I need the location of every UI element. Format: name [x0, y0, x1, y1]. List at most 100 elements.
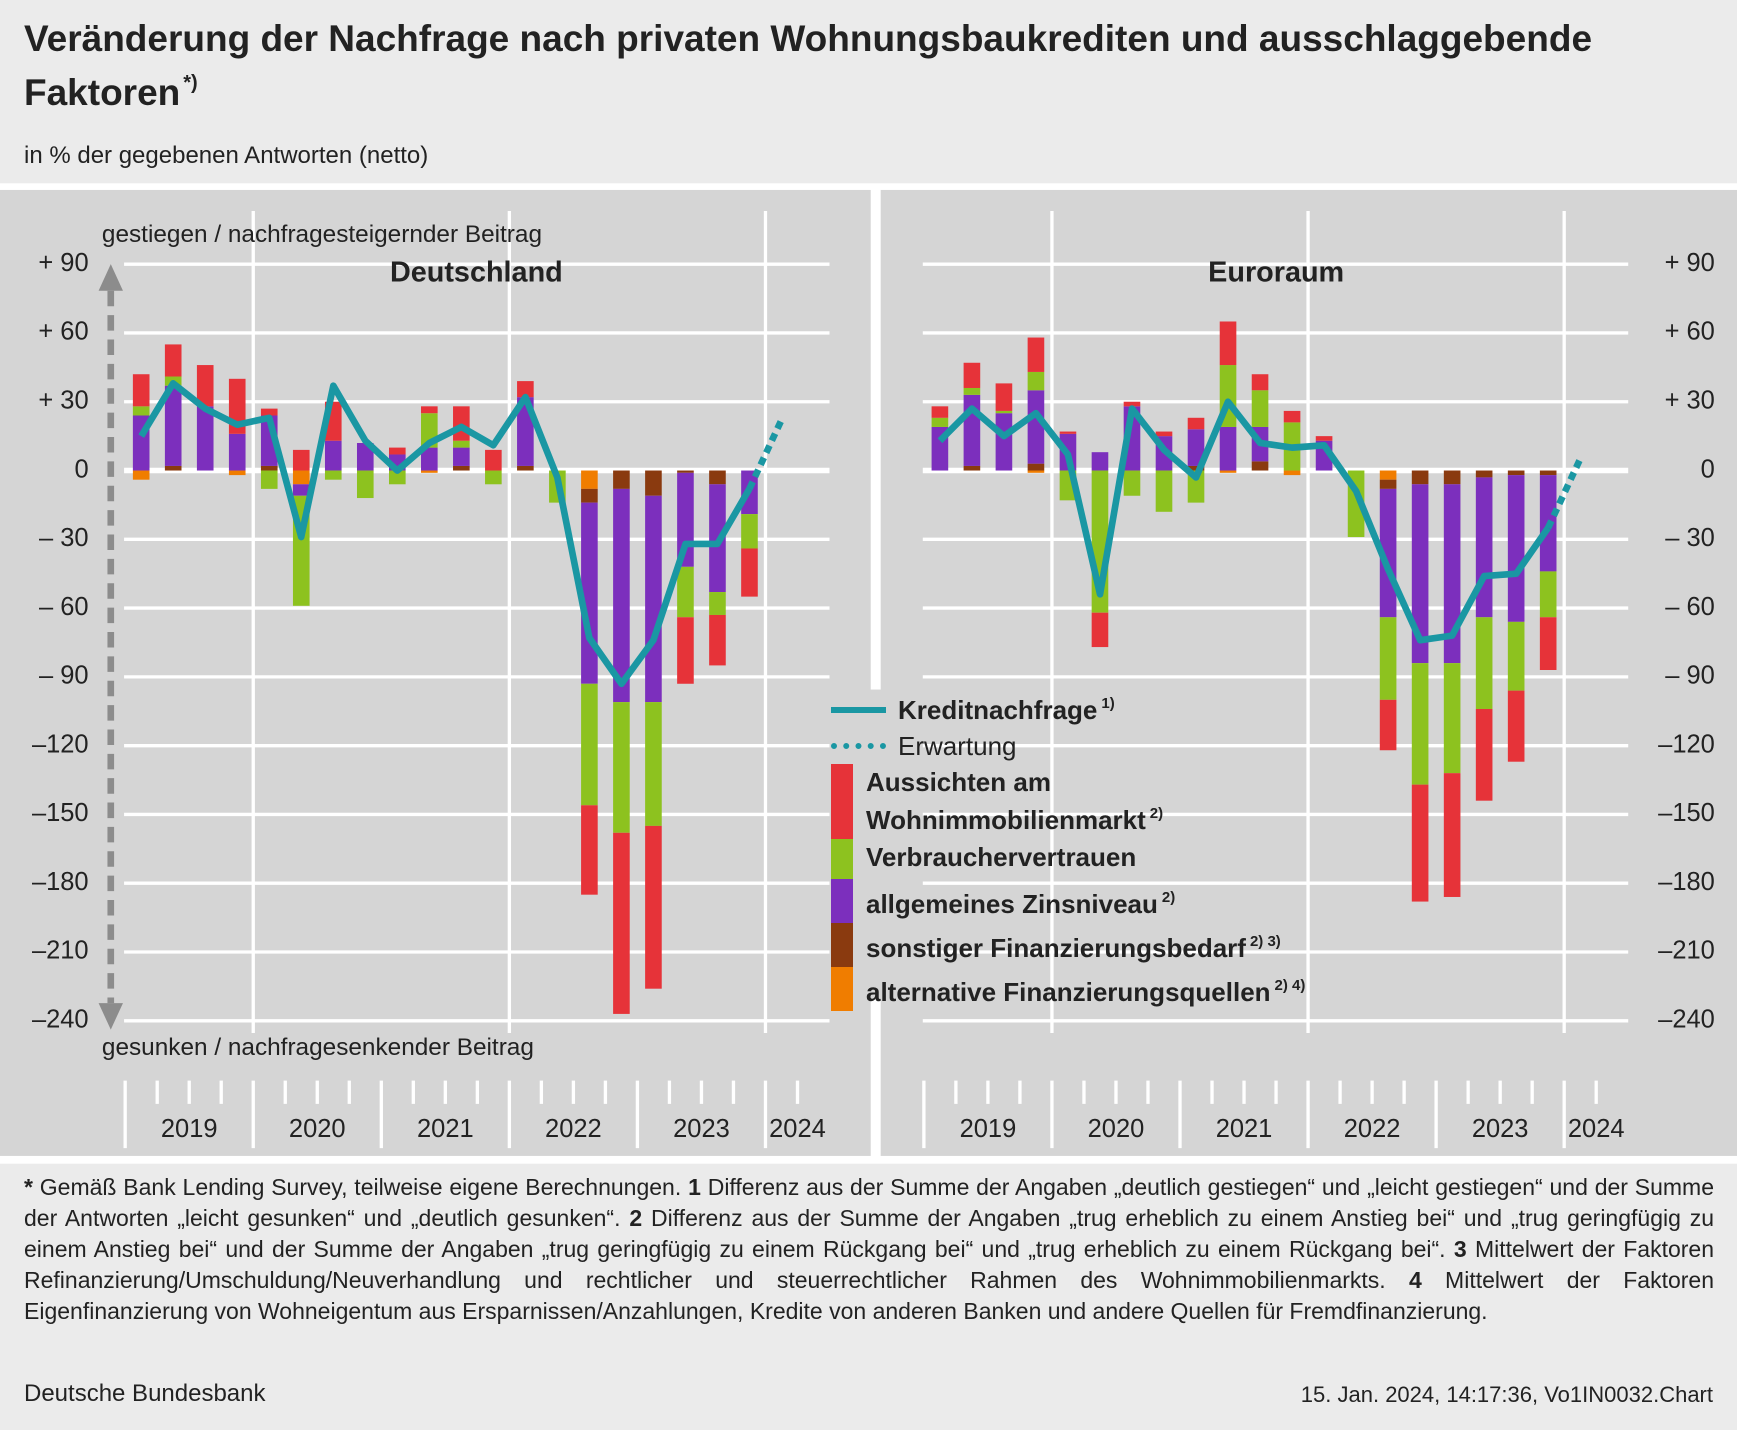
legend-text: alternative Finanzierungsquellen	[866, 977, 1271, 1007]
legend-note: 2) 4)	[1274, 977, 1306, 994]
y-tick-label: 0	[74, 455, 88, 483]
bar-segment	[1411, 663, 1429, 785]
x-tick-label: 2024	[1568, 1115, 1625, 1143]
bar-segment	[677, 566, 694, 618]
legend-item: Aussichten am Wohnimmobilienmarkt 2)	[831, 764, 1305, 839]
y-tick-label: –180	[32, 868, 89, 896]
legend-swatch	[831, 839, 853, 879]
bar-segment	[1443, 663, 1461, 774]
bar-segment	[995, 410, 1013, 414]
x-tick-label: 2022	[545, 1115, 602, 1143]
y-tick-label: –120	[1658, 730, 1715, 758]
bar-segment	[1443, 773, 1461, 897]
y-tick-label: –120	[32, 730, 89, 758]
bar-segment	[356, 470, 374, 499]
bar-segment	[1187, 470, 1205, 503]
arrow-head	[98, 264, 123, 291]
axis-label: gesunken / nachfragesenkender Beitrag	[102, 1034, 534, 1061]
bar-segment	[645, 470, 662, 496]
bar-segment	[709, 470, 726, 485]
bar-segment	[1187, 429, 1205, 466]
bar-segment	[1411, 784, 1429, 902]
bar-segment	[228, 433, 246, 471]
bar-segment	[1379, 470, 1397, 480]
y-tick-label: + 60	[1665, 318, 1715, 346]
bar-segment	[931, 417, 949, 427]
bar-segment	[1027, 390, 1045, 464]
legend-label: sonstiger Finanzierungsbedarf 2) 3)	[866, 923, 1281, 967]
bar-segment	[963, 465, 981, 471]
bar-segment	[1539, 571, 1557, 618]
footnote-text: Mittelwert der Faktoren Eigenfinanzierun…	[24, 1267, 1714, 1324]
bar-segment	[1251, 461, 1269, 471]
title-note: *)	[183, 72, 198, 94]
bar-segment	[645, 495, 662, 703]
bar-segment	[388, 447, 406, 455]
legend-item: sonstiger Finanzierungsbedarf 2) 3)	[831, 923, 1305, 967]
footnote-text: Mittelwert der Faktoren Refinanzierung/U…	[24, 1236, 1715, 1293]
bar-segment	[164, 344, 182, 377]
title: Veränderung der Nachfrage nach privaten …	[24, 16, 1694, 115]
legend-note: 1)	[1101, 694, 1115, 712]
legend-swatch	[831, 764, 853, 839]
footnote-text: Gemäß Bank Lending Survey, teilweise eig…	[39, 1174, 682, 1200]
footnote: 2 Differenz aus der Summe der Angaben „t…	[24, 1205, 1714, 1262]
bar-segment	[292, 484, 310, 496]
bar-segment	[485, 449, 502, 471]
y-tick-label: – 30	[1665, 524, 1715, 552]
bar-segment	[1187, 465, 1205, 471]
y-tick-label: –240	[32, 1006, 89, 1034]
bar-segment	[1027, 463, 1045, 471]
legend-swatch	[831, 707, 886, 713]
y-tick-label: –210	[32, 937, 89, 965]
x-tick-label: 2019	[161, 1115, 218, 1143]
bar-segment	[1507, 621, 1525, 691]
bar-segment	[1379, 617, 1397, 700]
legend-text: allgemeines Zinsniveau	[866, 889, 1158, 919]
footnote: * Gemäß Bank Lending Survey, teilweise e…	[24, 1174, 681, 1200]
bar-segment	[1059, 431, 1077, 434]
bar-segment	[1219, 426, 1237, 471]
x-tick-label: 2022	[1344, 1115, 1401, 1143]
footnote-marker: 2	[629, 1205, 643, 1231]
bar-segment	[1219, 321, 1237, 366]
bar-segment	[1251, 390, 1269, 427]
bar-segment	[1155, 470, 1173, 512]
legend-swatch	[831, 879, 853, 923]
demand-line	[937, 398, 1551, 644]
bar-segment	[164, 465, 182, 471]
bar-segment	[581, 488, 598, 503]
bar-segment	[453, 406, 470, 441]
bar-segment	[1475, 477, 1493, 618]
y-tick-label: – 60	[39, 593, 89, 621]
bar-segment	[709, 614, 726, 666]
y-tick-label: – 30	[39, 524, 89, 552]
bar-segment	[613, 488, 630, 703]
bar-segment	[292, 470, 310, 485]
y-tick-label: – 90	[39, 662, 89, 690]
footnote: 4 Mittelwert der Faktoren Eigenfinanzier…	[24, 1267, 1714, 1324]
bar-segment	[453, 465, 470, 471]
y-tick-label: + 30	[1665, 386, 1715, 414]
bar-segment	[132, 406, 150, 416]
bar-segment	[1379, 479, 1397, 489]
bar-segment	[995, 383, 1013, 411]
legend-text: Verbrauchervertrauen	[866, 842, 1137, 872]
bar-segment	[1283, 410, 1301, 423]
bar-segment	[1475, 708, 1493, 801]
bar-segment	[1091, 612, 1109, 648]
bar-segment	[1379, 699, 1397, 751]
y-tick-label: –210	[1658, 937, 1715, 965]
legend-note: 2) 3)	[1249, 933, 1281, 950]
bar-segment	[581, 805, 598, 895]
panel-background	[0, 189, 871, 1156]
chart: + 90 + 60 + 30 0 – 30 – 60 – 90 –120 –150 –180 –21…	[0, 183, 1737, 1164]
bar-segment	[453, 447, 470, 466]
y-tick-label: + 90	[1665, 249, 1715, 277]
bar-segment	[1187, 417, 1205, 430]
bar-segment	[613, 470, 630, 489]
x-tick-label: 2021	[417, 1115, 474, 1143]
bar-segment	[613, 702, 630, 833]
y-tick-label: – 60	[1665, 593, 1715, 621]
panel-title: Euroraum	[1208, 257, 1344, 289]
